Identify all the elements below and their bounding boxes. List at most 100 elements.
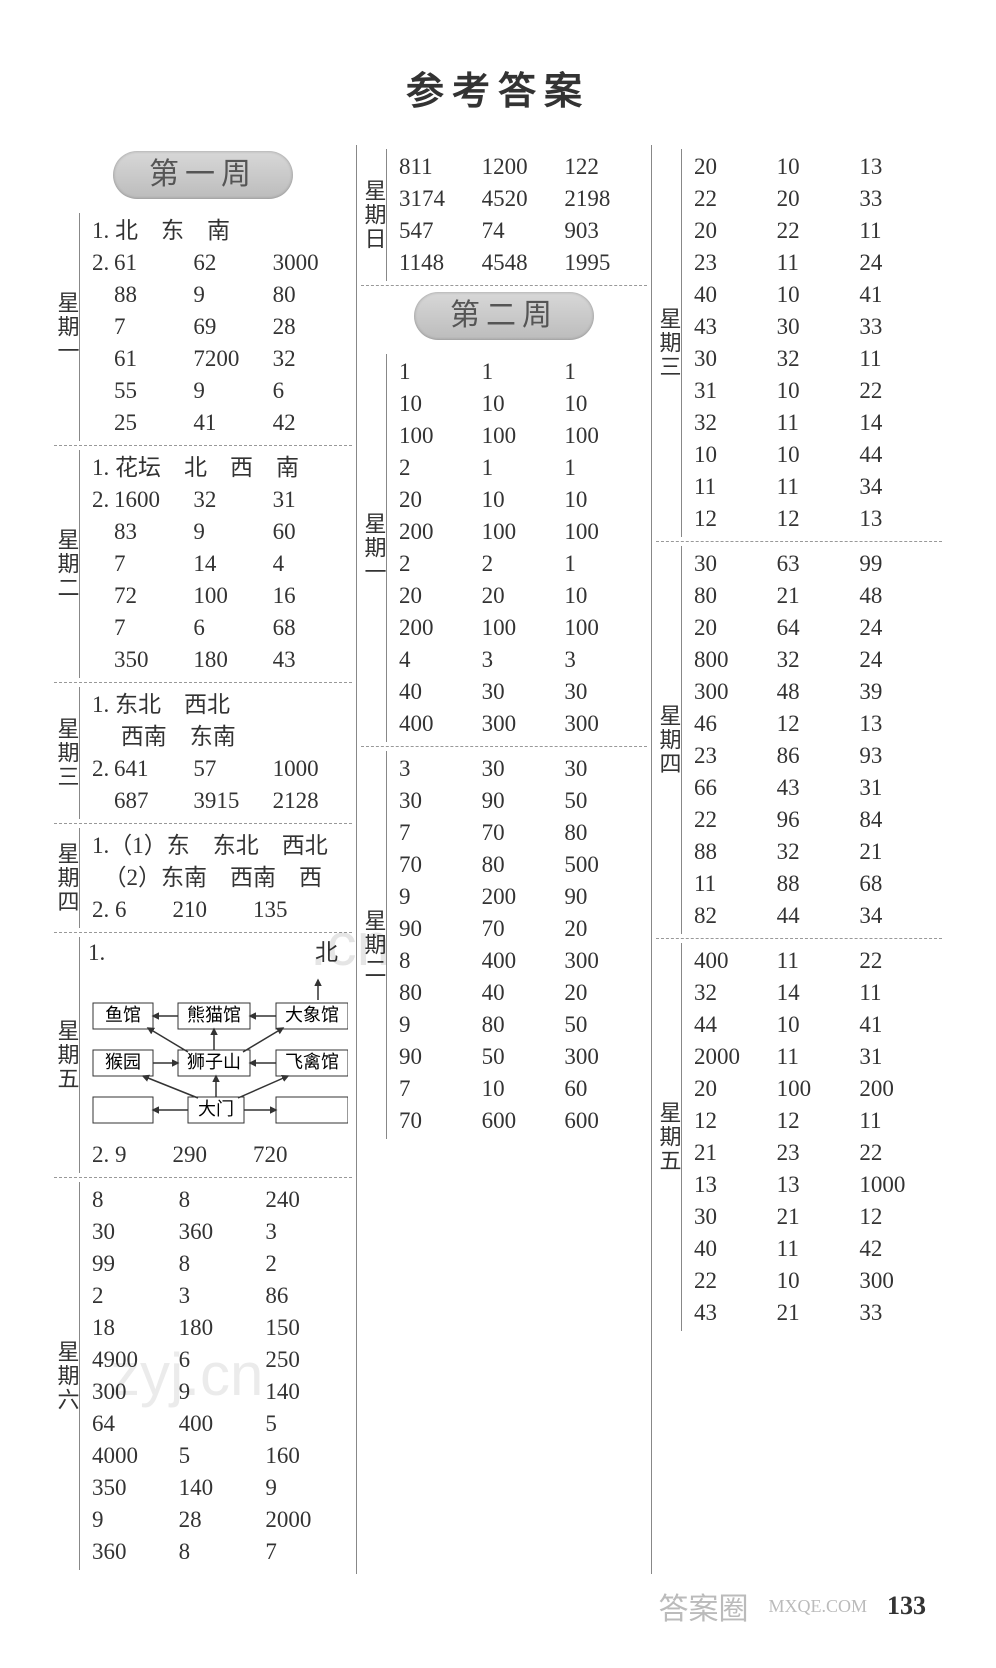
week-1-badge: 第一周 [113, 151, 293, 199]
day-label: 星期三 [54, 687, 80, 819]
table-row: 2. 16003231 [88, 484, 348, 516]
table-row: 76928 [88, 311, 348, 343]
w1-tue: 星期二 1. 花坛 北 西 南 2. 16003231 83960 7144 7… [54, 446, 352, 683]
table-row: 98050 [395, 1009, 643, 1041]
prefix: 2. [88, 247, 110, 279]
w2-tue: 星期二 330303090507708070805009200909070208… [361, 747, 647, 1143]
table-row: 211 [395, 452, 643, 484]
table-row: 9982 [88, 1248, 348, 1280]
w1-thu: 星期四 1.（1）东 东北 西北 （2）东南 西南 西 2. 6 210 135 [54, 824, 352, 933]
day-content: 1. 北 东 南 2. 61623000 88980 76928 6172003… [80, 213, 352, 441]
text-line: 2. 6 210 135 [88, 894, 348, 926]
text-line: 2. 9 290 720 [88, 1139, 348, 1171]
table-row: 4001122 [690, 945, 938, 977]
w1-sun: 星期日 811120012231744520219854774903114845… [361, 145, 647, 286]
table-row: 33030 [395, 753, 643, 785]
svg-text:大门: 大门 [198, 1099, 234, 1119]
w1-mon: 星期一 1. 北 东 南 2. 61623000 88980 76928 617… [54, 209, 352, 446]
table-row: 400300300 [395, 708, 643, 740]
svg-text:熊猫馆: 熊猫馆 [187, 1005, 241, 1025]
table-row: 401142 [690, 1233, 938, 1265]
table-row: 201013 [690, 151, 938, 183]
table-row: 303211 [690, 343, 938, 375]
foot-site: MXQE.COM [768, 1596, 867, 1617]
table-row: 433033 [690, 311, 938, 343]
table-row: 83960 [88, 516, 348, 548]
table-row: 9282000 [88, 1504, 348, 1536]
table-row: 303603 [88, 1216, 348, 1248]
table-row: 118868 [690, 868, 938, 900]
watermark-icon: zyj.cn [110, 1340, 263, 1409]
day-label: 星期五 [54, 937, 80, 1173]
svg-text:猴园: 猴园 [105, 1052, 141, 1072]
table-row: 88980 [88, 279, 348, 311]
svg-text:飞禽馆: 飞禽馆 [285, 1052, 339, 1072]
w1-fri: 星期五 1. 北 [54, 933, 352, 1178]
table-row: 8003224 [690, 644, 938, 676]
table-row: 77080 [395, 817, 643, 849]
table-row: 321114 [690, 407, 938, 439]
day-label: 星期四 [656, 546, 682, 934]
table-row: 461213 [690, 708, 938, 740]
table-row: 802148 [690, 580, 938, 612]
w2-fri: 星期五 400112232141144104120001131201002001… [656, 939, 942, 1335]
table-row: 70600600 [395, 1105, 643, 1137]
day-label: 星期五 [656, 943, 682, 1331]
table-row: 238693 [690, 740, 938, 772]
text-line: （2）东南 西南 西 [88, 862, 348, 894]
column-2: 星期日 811120012231744520219854774903114845… [356, 145, 651, 1574]
table-row: 121213 [690, 503, 938, 535]
table-row: 54774903 [395, 215, 643, 247]
table-row: 433 [395, 644, 643, 676]
table-row: 35018043 [88, 644, 348, 676]
table-row: 200100100 [395, 612, 643, 644]
table-row: 920090 [395, 881, 643, 913]
table-row: 202010 [395, 580, 643, 612]
table-row: 664331 [690, 772, 938, 804]
table-row: 229684 [690, 804, 938, 836]
table-row: 61720032 [88, 343, 348, 375]
table-row: 68739152128 [88, 785, 348, 817]
w2-wed: 星期三 201013222033202211231124401041433033… [656, 145, 942, 542]
table-row: 321411 [690, 977, 938, 1009]
day-label: 星期四 [54, 828, 80, 928]
text-line: 1. 东北 西北 [88, 689, 348, 721]
table-row: 101044 [690, 439, 938, 471]
day-label: 星期六 [54, 1182, 80, 1570]
table-row: 7080500 [395, 849, 643, 881]
text-line: 1. [88, 939, 315, 967]
day-label: 星期三 [656, 149, 682, 537]
table-row: 40005160 [88, 1440, 348, 1472]
column-3: 星期三 201013222033202211231124401041433033… [651, 145, 946, 1574]
foot-brand: 答案圈 [658, 1584, 748, 1628]
day-label: 星期日 [361, 149, 387, 281]
table-row: 883221 [690, 836, 938, 868]
table-row: 20100200 [690, 1073, 938, 1105]
table-row: 121211 [690, 1105, 938, 1137]
table-row: 3004839 [690, 676, 938, 708]
table-row: 71060 [395, 1073, 643, 1105]
table-row: 441041 [690, 1009, 938, 1041]
table-row: 111134 [690, 471, 938, 503]
table-row: 200100100 [395, 516, 643, 548]
table-row: 302112 [690, 1201, 938, 1233]
table-row: 306399 [690, 548, 938, 580]
day-label: 星期一 [54, 213, 80, 441]
text-line: 1.（1）东 东北 西北 [88, 830, 348, 862]
zoo-diagram: 鱼馆 熊猫馆 大象馆 猴园 狮子山 飞禽馆 [88, 973, 348, 1133]
page-number: 133 [887, 1591, 926, 1621]
page-title: 参考答案 [50, 60, 946, 115]
table-row: 403030 [395, 676, 643, 708]
table-row: 644005 [88, 1408, 348, 1440]
w1-wed: 星期三 1. 东北 西北 西南 东南 2. 641571000 68739152… [54, 683, 352, 824]
table-row: 101010 [395, 388, 643, 420]
table-row: 221 [395, 548, 643, 580]
week-2-badge: 第二周 [414, 292, 594, 340]
footer: 答案圈 MXQE.COM 133 [50, 1574, 946, 1628]
watermark-icon: .cn [310, 910, 390, 979]
table-row: 202211 [690, 215, 938, 247]
table-row: 36087 [88, 1536, 348, 1568]
table-row: 8400300 [395, 945, 643, 977]
day-label: 星期二 [54, 450, 80, 678]
table-row: 13131000 [690, 1169, 938, 1201]
